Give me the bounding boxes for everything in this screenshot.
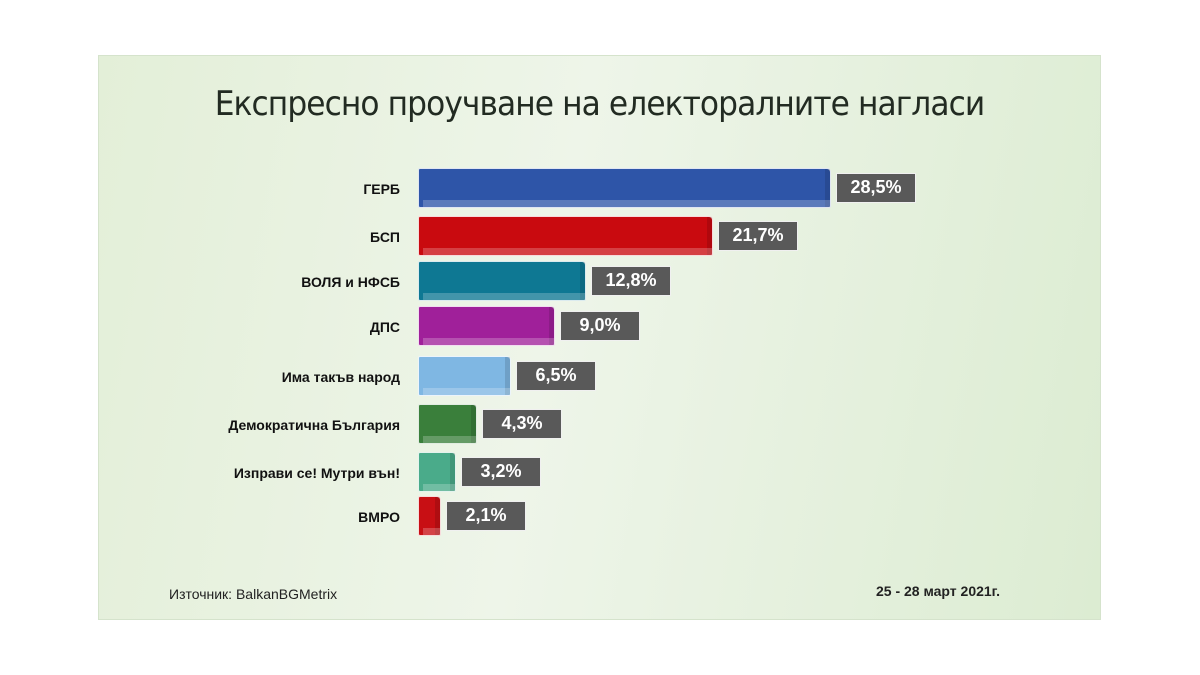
chart-title: Експресно проучване на електоралните наг… xyxy=(214,84,986,124)
source-note: Източник: BalkanBGMetrix xyxy=(169,586,338,602)
bar xyxy=(418,261,586,301)
bar-row: ВМРО 2,1% xyxy=(99,496,1100,538)
bar xyxy=(418,496,441,536)
chart-panel: Експресно проучване на електоралните наг… xyxy=(98,55,1101,620)
bar xyxy=(418,306,555,346)
bar-category-label: Изправи се! Мутри вън! xyxy=(233,465,400,481)
bar-row: Демократична България 4,3% xyxy=(99,404,1100,446)
bar-category-label: ГЕРБ xyxy=(363,181,400,197)
bar-row: ВОЛЯ и НФСБ 12,8% xyxy=(99,261,1100,303)
bar-category-label: Има такъв народ xyxy=(281,369,400,385)
bar xyxy=(418,216,713,256)
bar-row: Изправи се! Мутри вън! 3,2% xyxy=(99,452,1100,494)
bar xyxy=(418,452,456,492)
date-note: 25 - 28 март 2021г. xyxy=(875,583,1000,599)
bar xyxy=(418,404,477,444)
bar-category-label: ВОЛЯ и НФСБ xyxy=(301,274,400,290)
bar xyxy=(418,168,831,208)
bar-row: Има такъв народ 6,5% xyxy=(99,356,1100,398)
bar-value-label: 28,5% xyxy=(836,173,916,203)
bar-category-label: БСП xyxy=(369,229,400,245)
bar-value-label: 9,0% xyxy=(560,311,640,341)
bar-category-label: ДПС xyxy=(369,319,400,335)
bar-value-label: 4,3% xyxy=(482,409,562,439)
bar-value-label: 12,8% xyxy=(591,266,671,296)
bar-value-label: 3,2% xyxy=(461,457,541,487)
bar-value-label: 21,7% xyxy=(718,221,798,251)
bar-category-label: Демократична България xyxy=(228,417,400,433)
bar-row: ГЕРБ 28,5% xyxy=(99,168,1100,210)
bar-row: ДПС 9,0% xyxy=(99,306,1100,348)
bar-value-label: 6,5% xyxy=(516,361,596,391)
bar xyxy=(418,356,511,396)
bar-value-label: 2,1% xyxy=(446,501,526,531)
bar-category-label: ВМРО xyxy=(358,509,400,525)
bar-row: БСП 21,7% xyxy=(99,216,1100,258)
